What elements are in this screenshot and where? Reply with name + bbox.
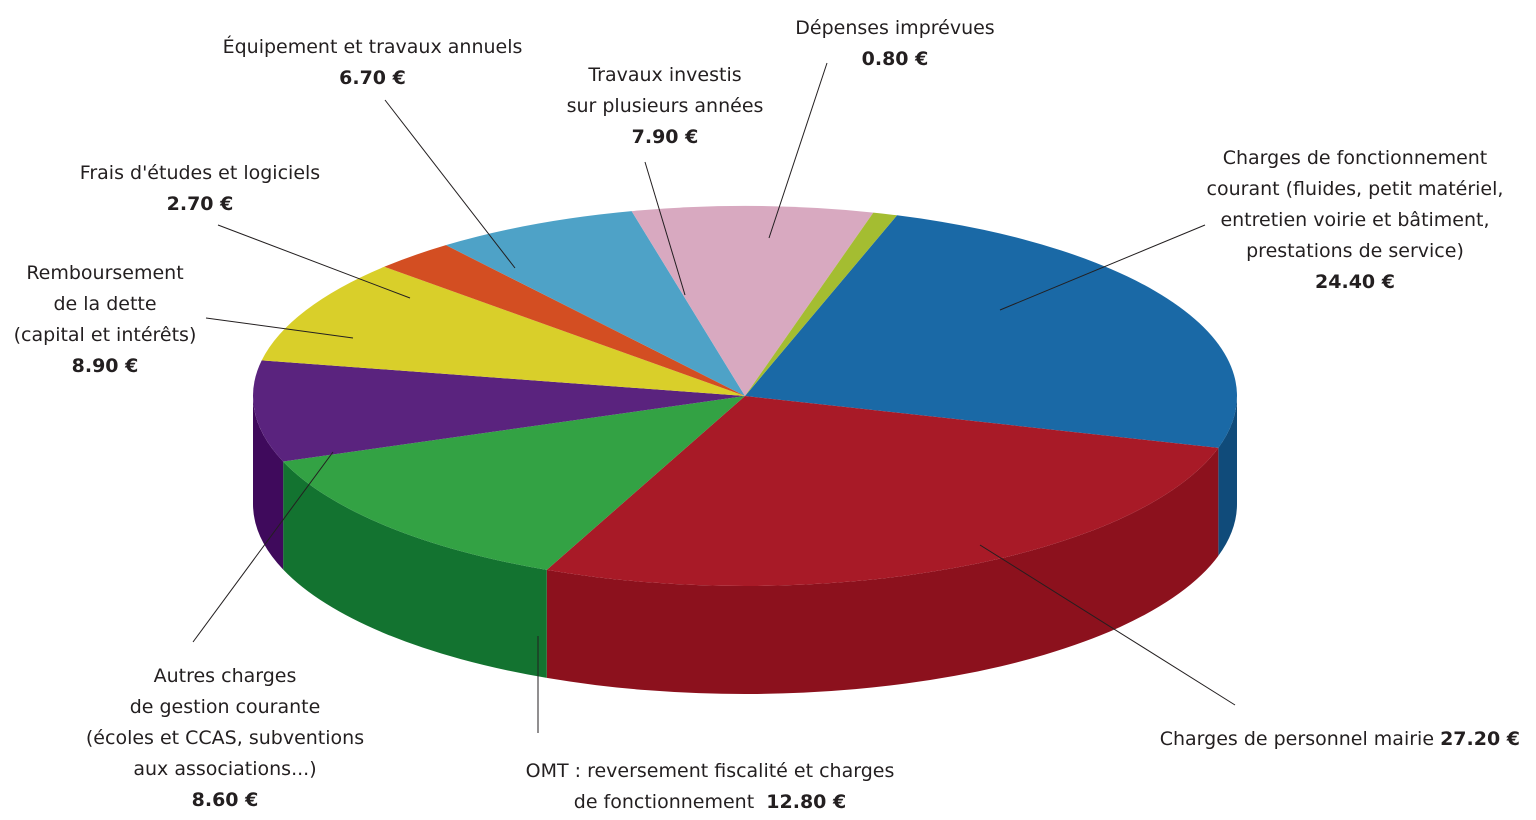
pie-slice-equipement — [445, 211, 745, 396]
label-charges-fonctionnement: Charges de fonctionnement courant (fluid… — [1206, 147, 1504, 293]
label-charges-personnel: Charges de personnel mairie 27.20 € — [1159, 728, 1520, 750]
leader-line-autres_charges — [192, 451, 334, 643]
pie-slice-frais_etudes — [384, 245, 745, 396]
pie-side-autres_charges — [253, 396, 284, 570]
pie-slice-travaux_investis — [631, 206, 874, 396]
label-omt: OMT : reversement fiscalité et charges d… — [525, 760, 895, 813]
label-travaux-investis: Travaux investis sur plusieurs années 7.… — [566, 64, 764, 148]
leader-line-frais_etudes — [217, 224, 411, 299]
label-depenses-imprevues: Dépenses imprévues 0.80 € — [795, 17, 995, 70]
label-remboursement: Remboursement de la dette (capital et in… — [13, 262, 197, 377]
leader-line-remboursement — [205, 317, 354, 339]
pie-sides — [253, 396, 1237, 695]
label-frais-etudes: Frais d'études et logiciels 2.70 € — [79, 162, 321, 215]
pie-slice-omt — [283, 396, 745, 570]
pie-slice-charges_fonctionnement — [745, 215, 1238, 448]
pie-slice-remboursement — [261, 266, 745, 396]
pie-slice-charges_personnel — [546, 396, 1219, 587]
leader-line-depenses_imprevues — [768, 62, 828, 239]
label-autres-charges: Autres charges de gestion courante (écol… — [85, 665, 365, 811]
leader-line-equipement — [384, 99, 516, 269]
pie-slice-depenses_imprevues — [745, 212, 898, 396]
pie-side-charges_personnel — [546, 447, 1219, 695]
leader-line-travaux_investis — [644, 161, 686, 296]
pie-side-charges_fonctionnement — [1218, 396, 1237, 556]
pie-slice-autres_charges — [252, 360, 745, 462]
label-equipement: Équipement et travaux annuels 6.70 € — [222, 36, 523, 89]
leader-line-charges_personnel — [979, 544, 1236, 706]
leader-line-charges_fonctionnement — [999, 224, 1206, 311]
pie-side-omt — [283, 461, 547, 678]
pie-tops — [252, 206, 1238, 587]
leader-lines — [192, 62, 1236, 733]
